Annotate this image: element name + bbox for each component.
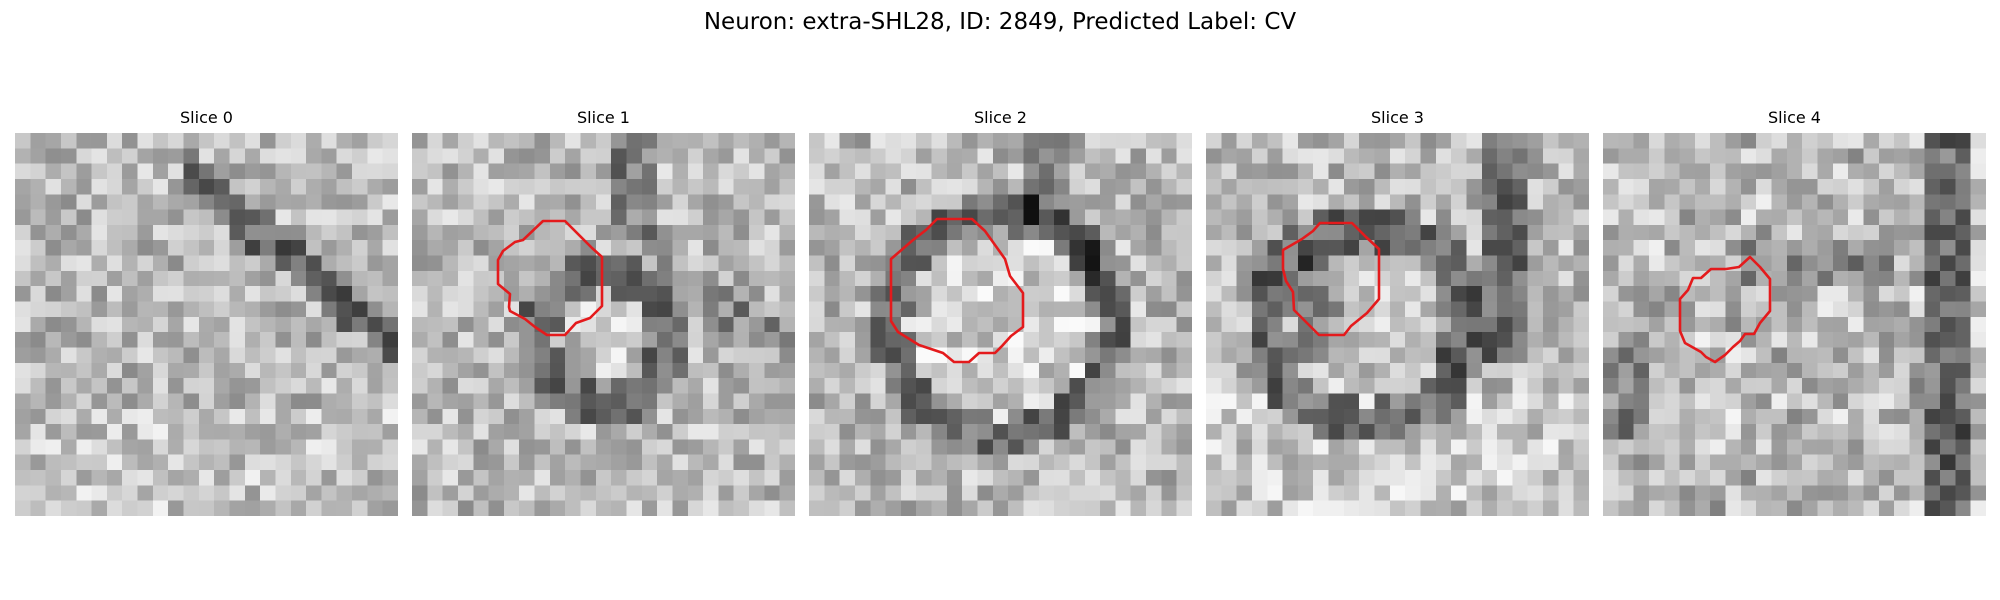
slice-image-2 <box>809 133 1192 516</box>
figure-title: Neuron: extra-SHL28, ID: 2849, Predicted… <box>703 9 1297 35</box>
slice-image-0 <box>15 133 398 516</box>
slice-panel-4: Slice 4 <box>1603 108 1986 519</box>
slice-title-4: Slice 4 <box>1768 108 1821 127</box>
slice-panel-0: Slice 0 <box>15 108 398 519</box>
roi-contour-3 <box>1281 221 1381 337</box>
slice-title-0: Slice 0 <box>180 108 233 127</box>
slice-title-2: Slice 2 <box>974 108 1027 127</box>
roi-contour-2 <box>889 217 1025 364</box>
slice-title-3: Slice 3 <box>1371 108 1424 127</box>
slice-image-3 <box>1206 133 1589 516</box>
slice-panel-3: Slice 3 <box>1206 108 1589 519</box>
slice-panel-1: Slice 1 <box>412 108 795 519</box>
roi-contour-1 <box>496 219 604 337</box>
slice-image-4 <box>1603 133 1986 516</box>
slice-panel-2: Slice 2 <box>809 108 1192 519</box>
roi-contour-4 <box>1678 255 1772 364</box>
slice-image-1 <box>412 133 795 516</box>
slice-title-1: Slice 1 <box>577 108 630 127</box>
